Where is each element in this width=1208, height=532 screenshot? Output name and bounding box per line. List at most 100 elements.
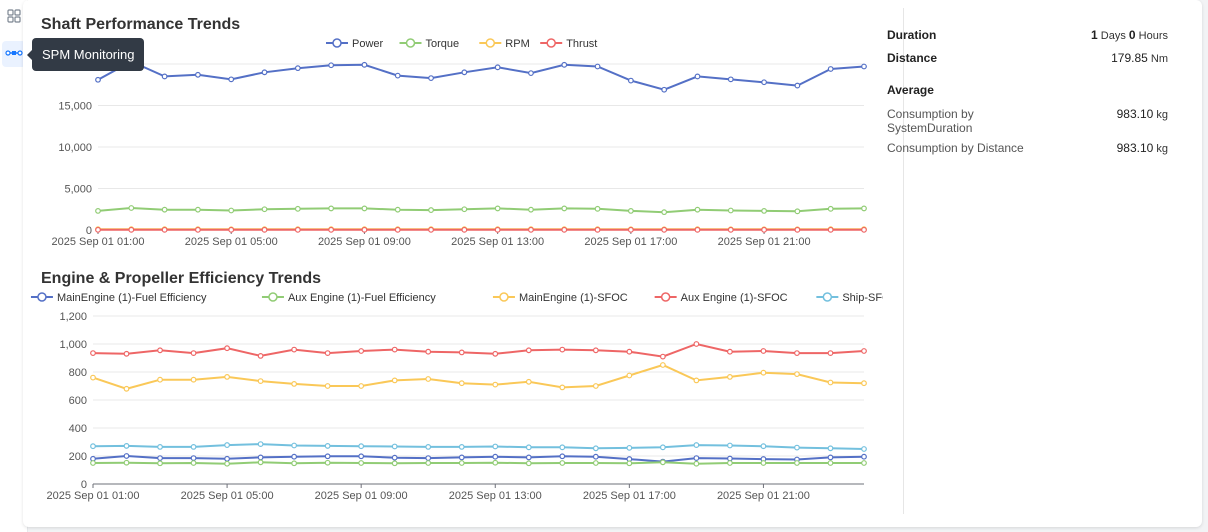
y-tick-label: 5,000 [64,184,92,196]
data-point-ship-sfoc [626,444,633,451]
grid-icon [7,8,21,28]
data-point-aux-engine-1-sfoc [123,350,130,357]
data-point-thrust [594,226,601,233]
data-point-mainengine-1-fuel-efficiency [190,455,197,462]
data-point-thrust [461,226,468,233]
data-point-mainengine-1-sfoc [190,376,197,383]
x-tick-label: 2025 Sep 01 13:00 [451,236,544,248]
data-point-aux-engine-1-fuel-efficiency [659,459,666,466]
data-point-power [594,63,601,70]
data-point-aux-engine-1-sfoc [794,350,800,356]
data-point-power [494,64,501,71]
data-point-mainengine-1-sfoc [693,377,700,384]
y-tick-label: 0 [81,479,87,491]
legend-item-aux-engine-1-fuel-efficiency[interactable]: Aux Engine (1)-Fuel Efficiency [261,292,436,304]
data-point-thrust [428,226,434,233]
y-tick-label: 600 [69,395,87,407]
x-tick-label: 2025 Sep 01 17:00 [583,490,676,502]
data-point-thrust [528,226,534,233]
data-point-aux-engine-1-sfoc [358,348,365,354]
data-point-mainengine-1-sfoc [592,383,599,389]
data-point-mainengine-1-fuel-efficiency [458,454,465,461]
data-point-aux-engine-1-fuel-efficiency [458,460,465,466]
data-point-ship-sfoc [727,442,733,449]
data-point-mainengine-1-fuel-efficiency [123,453,130,459]
data-point-torque [361,205,368,212]
data-point-ship-sfoc [157,443,163,450]
x-tick-label: 2025 Sep 01 05:00 [185,236,278,248]
data-point-torque [328,205,335,212]
data-point-aux-engine-1-fuel-efficiency [760,460,767,466]
data-point-aux-engine-1-sfoc [458,349,465,356]
consumption-duration-value: 983.10 kg [1117,107,1168,121]
duration-label: Duration [887,28,937,42]
legend-item-thrust[interactable]: Thrust [540,38,597,50]
data-point-aux-engine-1-fuel-efficiency [391,460,398,467]
data-point-torque [727,207,734,214]
data-point-mainengine-1-sfoc [291,380,298,387]
legend-item-rpm[interactable]: RPM [479,38,530,50]
legend-item-aux-engine-1-sfoc[interactable]: Aux Engine (1)-SFOC [654,292,788,304]
data-point-mainengine-1-sfoc [827,379,834,386]
data-point-aux-engine-1-sfoc [291,346,298,353]
data-point-aux-engine-1-fuel-efficiency [358,460,365,466]
data-point-mainengine-1-sfoc [861,380,867,387]
data-point-mainengine-1-sfoc [391,377,398,384]
data-point-torque [861,205,867,212]
data-point-ship-sfoc [358,443,365,450]
legend-item-torque[interactable]: Torque [399,38,460,50]
legend-label: RPM [505,38,529,50]
dashboard-nav-button[interactable] [2,5,26,31]
data-point-aux-engine-1-fuel-efficiency [827,460,834,466]
legend-item-power[interactable]: Power [326,38,384,50]
spm-monitoring-nav-button[interactable] [2,41,26,67]
data-point-aux-engine-1-sfoc [592,347,599,354]
data-point-thrust [95,226,101,233]
data-point-mainengine-1-sfoc [458,380,465,387]
legend-label: Power [352,38,384,50]
data-point-mainengine-1-fuel-efficiency [827,454,834,461]
x-tick-label: 2025 Sep 01 21:00 [717,490,810,502]
y-tick-label: 0 [86,225,92,237]
data-point-aux-engine-1-sfoc [861,348,867,354]
data-point-power [95,76,101,83]
data-point-ship-sfoc [190,443,197,450]
series-line-aux-engine-1-sfoc [92,342,865,358]
data-point-power [361,61,368,68]
series-line-mainengine-1-fuel-efficiency [92,454,865,463]
legend-item-ship-sfoc[interactable]: Ship-SFOC [816,292,883,304]
duration-hours: 0 [1128,28,1136,42]
data-point-power [761,79,767,86]
data-point-mainengine-1-sfoc [324,383,331,389]
x-tick-label: 2025 Sep 01 09:00 [318,236,411,248]
data-point-torque [161,206,168,213]
data-point-ship-sfoc [123,443,130,449]
legend-item-mainengine-1-fuel-efficiency[interactable]: MainEngine (1)-Fuel Efficiency [30,292,207,304]
legend-item-mainengine-1-sfoc[interactable]: MainEngine (1)-SFOC [492,292,628,304]
data-point-ship-sfoc [257,441,264,448]
data-point-mainengine-1-fuel-efficiency [257,454,264,461]
data-point-thrust [761,226,767,233]
data-point-power [561,61,568,68]
data-point-mainengine-1-sfoc [626,372,633,379]
data-point-power [827,66,834,72]
data-point-torque [761,208,767,214]
y-tick-label: 10,000 [58,142,92,154]
y-tick-label: 15,000 [58,101,92,113]
data-point-aux-engine-1-sfoc [492,350,499,357]
legend-swatch-marker [37,292,47,302]
data-point-aux-engine-1-fuel-efficiency [123,459,130,466]
efficiency-trends-chart: 0 200 400 600 800 1,000 1,200 2025 Sep 01 01:00… [30,292,883,502]
data-point-power [294,65,301,72]
legend-swatch-marker [332,38,342,48]
legend-swatch-marker [546,38,556,48]
data-point-aux-engine-1-fuel-efficiency [592,460,599,466]
data-point-power [428,75,434,82]
data-point-ship-sfoc [224,442,230,448]
data-point-torque [528,206,534,213]
legend-label: Thrust [566,38,597,50]
data-point-torque [827,205,834,212]
consumption-distance-label: Consumption by Distance [887,141,1024,155]
data-point-aux-engine-1-sfoc [324,350,331,356]
consumption-distance-unit: kg [1156,143,1168,155]
